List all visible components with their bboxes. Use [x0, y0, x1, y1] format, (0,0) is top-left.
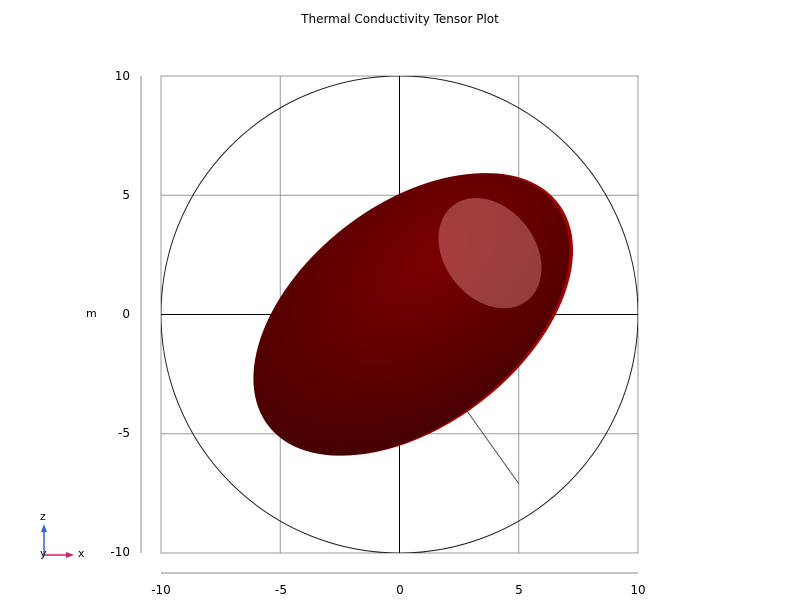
plot-title: Thermal Conductivity Tensor Plot [301, 12, 499, 26]
x-tick-label: 5 [515, 583, 523, 597]
x-tick-label: 10 [630, 583, 646, 597]
leader-line [461, 403, 520, 485]
triad-z-label: z [40, 510, 46, 523]
y-tick-label: 10 [114, 69, 130, 83]
conductivity-ellipsoid [253, 173, 574, 456]
triad-x-arrowhead [66, 552, 74, 558]
x-tick-label: -5 [275, 583, 287, 597]
x-tick-label: -10 [151, 583, 171, 597]
ellipsoid-body [253, 173, 570, 456]
y-tick-label: -5 [118, 426, 130, 440]
axis-triad [41, 524, 74, 558]
y-tick-label: 5 [122, 188, 130, 202]
y-tick-label: 0 [122, 307, 130, 321]
triad-y-label: y [40, 547, 47, 560]
triad-x-label: x [78, 547, 85, 560]
ellipsoid-highlight [438, 197, 542, 309]
triad-z-arrowhead [41, 524, 47, 532]
y-tick-label: -10 [110, 545, 130, 559]
y-axis-unit-label: m [86, 307, 97, 320]
x-tick-label: 0 [396, 583, 404, 597]
